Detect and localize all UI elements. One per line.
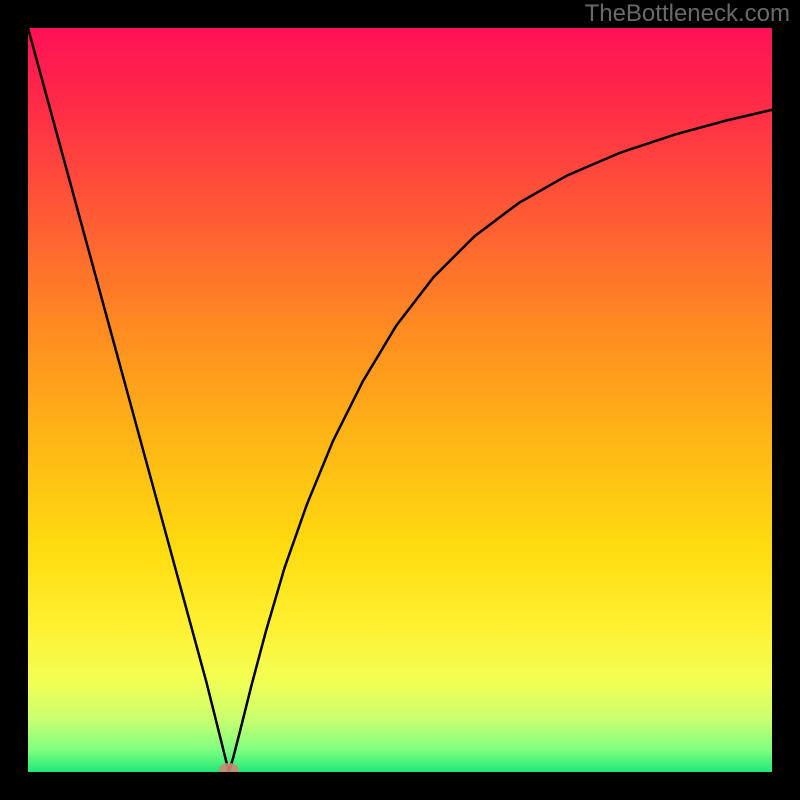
curve-layer — [28, 28, 772, 772]
curve-left-branch — [28, 28, 229, 772]
curve-right-branch — [229, 110, 772, 772]
plot-area — [28, 28, 772, 772]
border-bottom — [0, 772, 800, 800]
border-right — [772, 0, 800, 800]
chart-frame: TheBottleneck.com — [0, 0, 800, 800]
vertex-marker — [219, 763, 239, 772]
watermark-text: TheBottleneck.com — [585, 0, 790, 28]
border-left — [0, 0, 28, 800]
